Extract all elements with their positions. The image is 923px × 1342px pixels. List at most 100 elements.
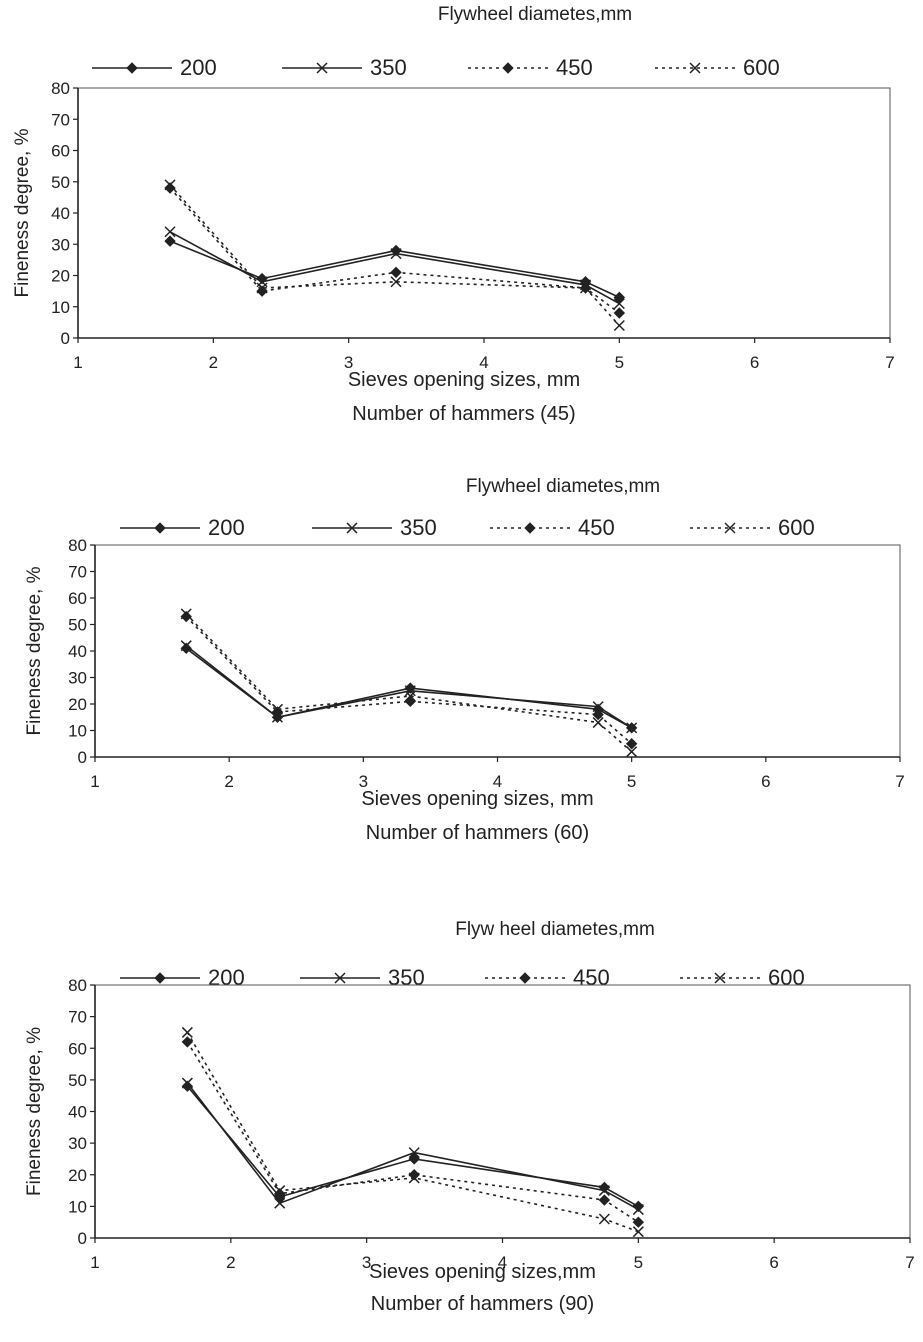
legend-marker-200 xyxy=(154,522,166,534)
y-tick-label: 20 xyxy=(68,695,87,714)
data-point-200 xyxy=(613,291,626,304)
legend-title: Flywheel diametes,mm xyxy=(438,4,632,25)
y-tick-label: 10 xyxy=(51,298,70,317)
y-tick-label: 80 xyxy=(68,976,87,995)
x-tick-label: 1 xyxy=(90,772,99,791)
y-tick-label: 50 xyxy=(68,616,87,635)
legend-label-200: 200 xyxy=(208,515,245,540)
y-tick-label: 0 xyxy=(61,329,70,348)
legend-label-350: 350 xyxy=(370,55,407,80)
data-point-600 xyxy=(256,282,268,294)
legend-marker-200 xyxy=(154,972,166,984)
data-point-450 xyxy=(598,1194,611,1206)
y-tick-label: 50 xyxy=(51,173,70,192)
data-point-200 xyxy=(390,244,402,257)
data-point-450 xyxy=(625,738,638,750)
x-tick-label: 6 xyxy=(761,772,770,791)
x-tick-label: 3 xyxy=(362,1253,371,1272)
legend-label-350: 350 xyxy=(388,965,425,990)
legend-label-200: 200 xyxy=(208,965,245,990)
x-tick-label: 1 xyxy=(90,1253,99,1272)
legend-label-600: 600 xyxy=(778,515,815,540)
legend-label-600: 600 xyxy=(768,965,805,990)
legend-title: Flywheel diametes,mm xyxy=(466,476,660,497)
y-tick-label: 70 xyxy=(51,110,70,129)
legend-title: Flyw heel diametes,mm xyxy=(455,919,655,940)
x-tick-label: 7 xyxy=(895,772,904,791)
data-point-350 xyxy=(164,226,176,238)
data-point-350 xyxy=(390,248,402,260)
y-tick-label: 60 xyxy=(68,1039,87,1058)
data-point-200 xyxy=(180,642,192,655)
x-tick-label: 6 xyxy=(750,353,759,372)
x-tick-label: 6 xyxy=(769,1253,778,1272)
data-point-350 xyxy=(408,1147,420,1159)
y-tick-label: 60 xyxy=(51,142,70,161)
y-tick-label: 80 xyxy=(51,79,70,98)
x-axis-label: Sieves opening sizes,mm xyxy=(369,1261,596,1283)
x-axis-label: Sieves opening sizes, mm xyxy=(348,369,580,391)
legend-label-200: 200 xyxy=(180,55,217,80)
data-point-350 xyxy=(404,685,416,697)
data-point-350 xyxy=(613,298,625,310)
legend-label-600: 600 xyxy=(743,55,780,80)
data-point-350 xyxy=(592,701,604,713)
x-tick-label: 1 xyxy=(73,353,82,372)
data-point-450 xyxy=(180,610,192,623)
legend-label-450: 450 xyxy=(556,55,593,80)
x-tick-label: 2 xyxy=(224,772,233,791)
legend-marker-450 xyxy=(519,972,531,984)
y-tick-label: 10 xyxy=(68,722,87,741)
x-tick-label: 3 xyxy=(344,353,353,372)
legend-marker-600 xyxy=(714,972,726,984)
legend-marker-600 xyxy=(689,62,701,74)
data-point-600 xyxy=(592,717,604,729)
data-point-600 xyxy=(274,1185,286,1197)
y-tick-label: 40 xyxy=(68,1103,87,1122)
data-point-600 xyxy=(181,1026,193,1038)
legend-label-350: 350 xyxy=(400,515,437,540)
data-point-600 xyxy=(626,746,638,758)
y-tick-label: 40 xyxy=(51,204,70,223)
x-tick-label: 4 xyxy=(493,772,502,791)
data-point-600 xyxy=(632,1226,644,1238)
data-point-450 xyxy=(408,1169,420,1181)
x-axis-label: Sieves opening sizes, mm xyxy=(361,788,593,810)
y-tick-label: 10 xyxy=(68,1197,87,1216)
y-tick-label: 80 xyxy=(68,536,87,555)
y-tick-label: 60 xyxy=(68,589,87,608)
y-tick-label: 70 xyxy=(68,1008,87,1027)
y-tick-label: 40 xyxy=(68,642,87,661)
data-point-600 xyxy=(613,319,625,332)
data-point-350 xyxy=(274,1197,286,1209)
data-point-450 xyxy=(181,1036,194,1048)
plot-area xyxy=(94,544,901,758)
y-tick-label: 70 xyxy=(68,563,87,582)
data-point-350 xyxy=(632,1204,644,1216)
legend-marker-200 xyxy=(126,62,138,74)
data-point-200 xyxy=(181,1080,194,1092)
y-tick-label: 30 xyxy=(68,669,87,688)
data-point-600 xyxy=(390,276,402,288)
data-point-450 xyxy=(632,1216,645,1228)
data-point-600 xyxy=(598,1213,610,1225)
data-point-600 xyxy=(579,282,592,294)
series-line-600 xyxy=(169,184,620,327)
x-tick-label: 2 xyxy=(226,1253,235,1272)
data-point-600 xyxy=(408,1172,420,1184)
y-tick-label: 30 xyxy=(51,235,70,254)
chart-subtitle: Number of hammers (60) xyxy=(366,822,589,844)
chart-subtitle: Number of hammers (45) xyxy=(352,403,575,425)
y-axis-label: Fineness degree, % xyxy=(24,566,45,735)
x-tick-label: 7 xyxy=(885,353,894,372)
series-line-600 xyxy=(186,1031,639,1233)
data-point-350 xyxy=(626,722,638,734)
data-point-600 xyxy=(271,703,283,715)
plot-area xyxy=(94,984,911,1239)
y-tick-label: 30 xyxy=(68,1134,87,1153)
data-point-350 xyxy=(180,640,192,652)
